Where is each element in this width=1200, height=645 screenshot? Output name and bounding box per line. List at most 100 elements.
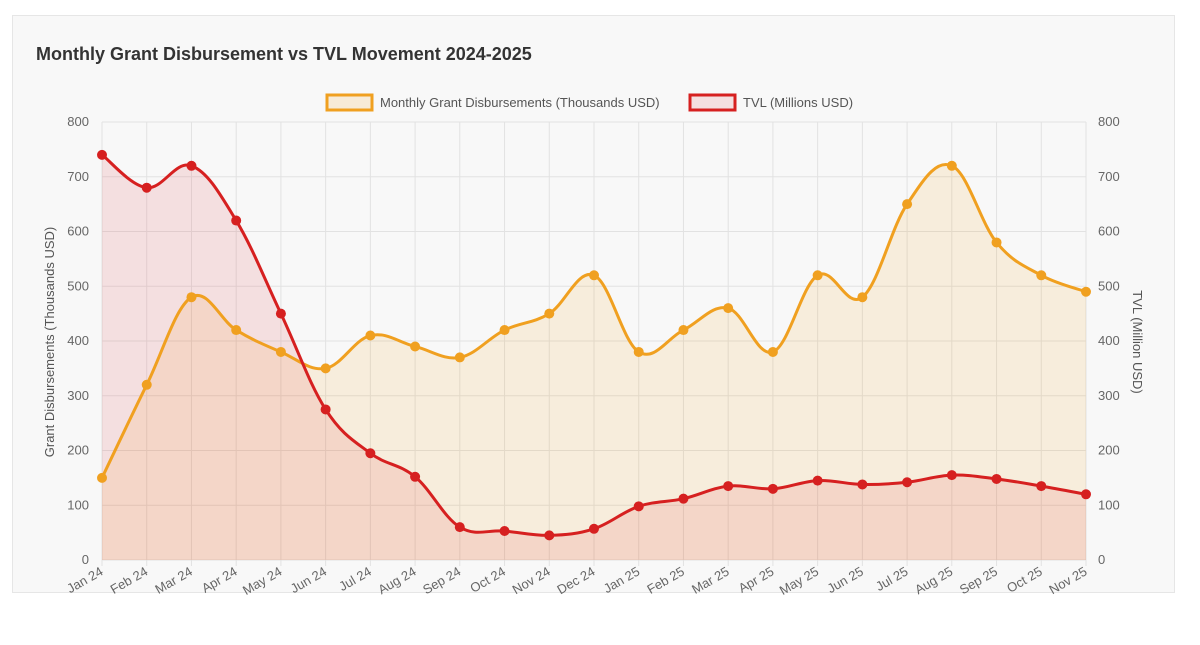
data-point-1-3[interactable]	[231, 215, 242, 226]
x-tick-label: Dec 24	[554, 564, 597, 598]
y-tick-label: 400	[67, 333, 89, 348]
data-point-1-2[interactable]	[186, 160, 197, 171]
x-tick-label: May 25	[777, 564, 821, 598]
y2-tick-label: 400	[1098, 333, 1120, 348]
data-point-1-21[interactable]	[1036, 481, 1047, 492]
data-point-0-22[interactable]	[1081, 286, 1091, 297]
y2-tick-label: 200	[1098, 443, 1120, 458]
data-point-1-10[interactable]	[544, 530, 555, 541]
data-point-0-10[interactable]	[544, 308, 555, 319]
y2-tick-label: 500	[1098, 278, 1120, 293]
x-tick-label: Sep 25	[957, 564, 1000, 598]
data-point-1-19[interactable]	[946, 470, 957, 481]
data-point-1-0[interactable]	[97, 149, 107, 160]
x-tick-label: Mar 25	[689, 564, 732, 597]
data-point-1-9[interactable]	[499, 525, 510, 536]
x-tick-label: Jul 25	[873, 564, 911, 594]
y-tick-label: 300	[67, 388, 89, 403]
y-axis-title: Grant Disbursements (Thousands USD)	[42, 227, 57, 457]
x-tick-label: Mar 24	[152, 564, 195, 597]
x-tick-label: Feb 25	[644, 564, 687, 597]
data-points	[97, 149, 1091, 541]
data-point-0-6[interactable]	[365, 330, 376, 341]
data-point-1-7[interactable]	[410, 471, 421, 482]
x-tick-label: Aug 25	[912, 564, 955, 598]
data-point-1-20[interactable]	[991, 473, 1002, 484]
data-point-0-15[interactable]	[767, 346, 778, 357]
x-tick-label: Nov 25	[1046, 564, 1089, 598]
legend: Monthly Grant Disbursements (Thousands U…	[325, 93, 853, 112]
x-tick-label: Apr 24	[199, 564, 240, 596]
x-tick-label: Jan 24	[64, 564, 105, 597]
x-tick-label: Jun 25	[825, 564, 866, 597]
data-point-1-14[interactable]	[723, 481, 734, 492]
data-point-1-1[interactable]	[141, 182, 152, 193]
data-point-0-7[interactable]	[410, 341, 421, 352]
data-point-0-18[interactable]	[902, 199, 913, 210]
data-point-0-17[interactable]	[857, 292, 868, 303]
x-tick-label: Jan 25	[601, 564, 642, 597]
data-point-0-20[interactable]	[991, 237, 1002, 248]
data-point-1-15[interactable]	[767, 483, 778, 494]
x-tick-label: May 24	[240, 564, 284, 598]
data-point-1-6[interactable]	[365, 448, 376, 459]
data-point-0-11[interactable]	[589, 270, 599, 281]
legend-label-tvl: TVL (Millions USD)	[743, 95, 853, 110]
data-point-1-5[interactable]	[320, 404, 331, 415]
x-tick-label: Aug 24	[375, 564, 418, 598]
y2-tick-label: 100	[1098, 497, 1120, 512]
data-point-1-22[interactable]	[1081, 489, 1091, 500]
x-tick-label: Apr 25	[736, 564, 777, 596]
data-point-0-14[interactable]	[723, 303, 734, 314]
x-tick-label: Oct 24	[467, 564, 508, 596]
y2-tick-label: 300	[1098, 388, 1120, 403]
y-tick-label: 600	[67, 224, 89, 239]
series-area-1	[102, 154, 1086, 560]
x-tick-label: Jun 24	[288, 564, 329, 597]
x-tick-label: Oct 25	[1004, 564, 1045, 596]
data-point-0-5[interactable]	[320, 363, 331, 374]
data-point-1-13[interactable]	[678, 493, 689, 504]
y2-tick-label: 800	[1098, 114, 1120, 129]
y-tick-label: 0	[82, 552, 89, 567]
data-point-0-21[interactable]	[1036, 270, 1047, 281]
data-point-0-16[interactable]	[812, 270, 823, 281]
x-axis-ticks: Jan 24 Feb 24 Mar 24 Apr 24 May 24 Jun 24 Jul …	[64, 564, 1089, 598]
data-point-0-9[interactable]	[499, 325, 510, 336]
data-point-0-13[interactable]	[678, 325, 689, 336]
series-areas	[102, 154, 1086, 560]
y-tick-label: 100	[67, 497, 89, 512]
data-point-0-19[interactable]	[946, 160, 957, 171]
data-point-0-0[interactable]	[97, 472, 107, 483]
data-point-1-16[interactable]	[812, 475, 823, 486]
y-tick-label: 200	[67, 443, 89, 458]
legend-item-grants[interactable]: Monthly Grant Disbursements (Thousands U…	[325, 93, 660, 112]
x-tick-label: Jul 24	[336, 564, 374, 594]
y2-axis-ticks: 0 100 200 300 400 500 600 700 800	[1098, 114, 1120, 567]
y2-tick-label: 700	[1098, 169, 1120, 184]
x-tick-label: Sep 24	[420, 564, 463, 598]
data-point-0-4[interactable]	[275, 346, 286, 357]
data-point-0-3[interactable]	[231, 325, 242, 336]
series-line-0	[100, 163, 1087, 479]
x-tick-label: Nov 24	[510, 564, 553, 598]
data-point-0-2[interactable]	[186, 292, 197, 303]
data-point-1-8[interactable]	[454, 522, 465, 533]
data-point-1-17[interactable]	[857, 479, 868, 490]
data-point-1-12[interactable]	[633, 501, 644, 512]
data-point-0-12[interactable]	[633, 346, 644, 357]
data-point-1-11[interactable]	[589, 523, 599, 534]
data-point-0-1[interactable]	[141, 379, 152, 390]
y2-axis-title: TVL (Million USD)	[1130, 290, 1145, 394]
legend-swatch-grants	[325, 93, 374, 112]
y-axis-ticks: 0 100 200 300 400 500 600 700 800	[67, 114, 89, 567]
y2-tick-label: 600	[1098, 224, 1120, 239]
legend-item-tvl[interactable]: TVL (Millions USD)	[688, 93, 853, 112]
y-tick-label: 700	[67, 169, 89, 184]
y-tick-label: 800	[67, 114, 89, 129]
legend-label-grants: Monthly Grant Disbursements (Thousands U…	[380, 95, 660, 110]
data-point-1-18[interactable]	[902, 477, 913, 488]
data-point-1-4[interactable]	[275, 308, 286, 319]
data-point-0-8[interactable]	[454, 352, 465, 363]
